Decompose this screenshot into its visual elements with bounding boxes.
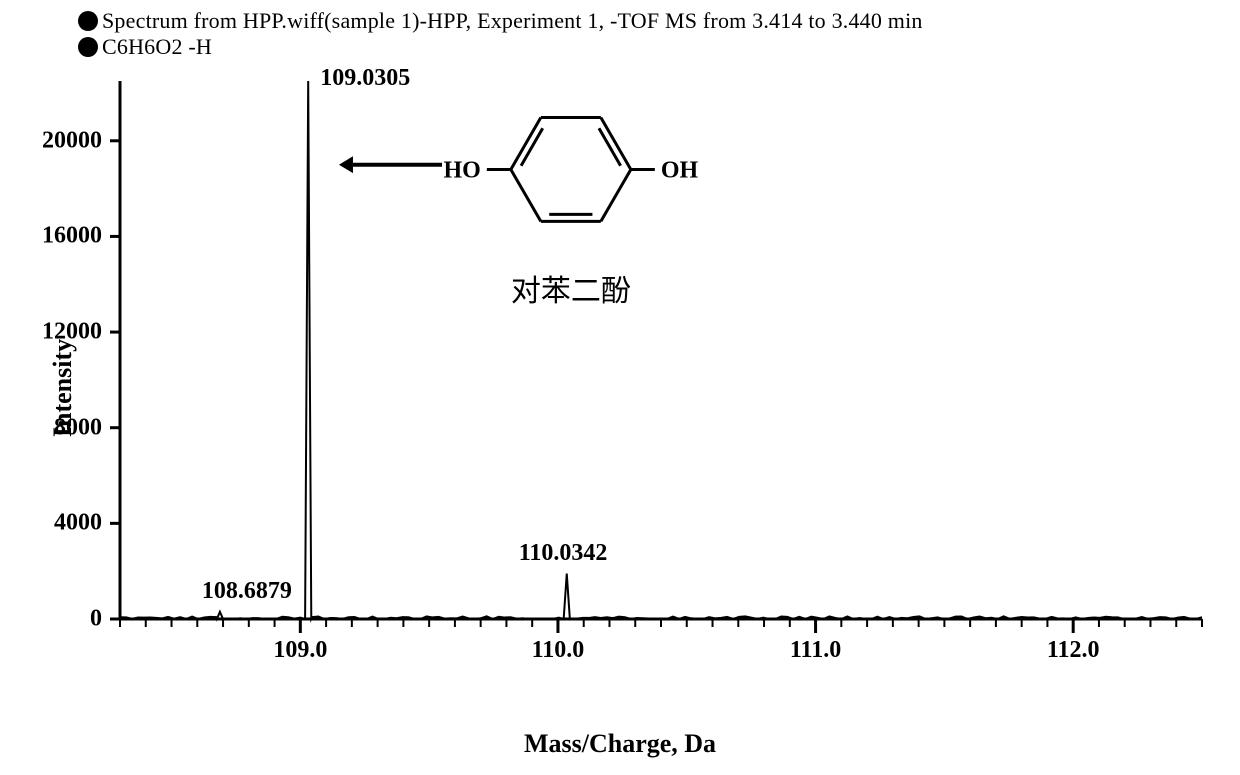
arrow-head-icon bbox=[339, 156, 353, 173]
header-line-1: Spectrum from HPP.wiff(sample 1)-HPP, Ex… bbox=[78, 8, 923, 34]
plot-area: HOOH 040008000120001600020000109.0110.01… bbox=[110, 75, 1210, 675]
bullet-icon bbox=[78, 11, 98, 31]
header-line-2: C6H6O2 -H bbox=[78, 34, 923, 60]
xtick-label: 109.0 bbox=[273, 637, 327, 664]
ytick-label: 20000 bbox=[12, 127, 102, 154]
compound-name: 对苯二酚 bbox=[511, 266, 631, 310]
ytick-label: 8000 bbox=[12, 414, 102, 441]
ytick-label: 4000 bbox=[12, 510, 102, 537]
ytick-label: 16000 bbox=[12, 223, 102, 250]
peak-label: 109.0305 bbox=[320, 65, 410, 92]
hydroquinone-structure: HO OH bbox=[443, 118, 698, 222]
xtick-label: 111.0 bbox=[790, 637, 841, 664]
mass-spectrum-figure: Spectrum from HPP.wiff(sample 1)-HPP, Ex… bbox=[0, 0, 1240, 775]
peak-label: 108.6879 bbox=[202, 578, 292, 605]
oh-left-label: HO bbox=[443, 157, 480, 183]
ytick-label: 12000 bbox=[12, 319, 102, 346]
oh-right-label: OH bbox=[661, 157, 699, 183]
xtick-label: 110.0 bbox=[532, 637, 585, 664]
x-axis-label: Mass/Charge, Da bbox=[0, 729, 1240, 759]
ytick-label: 0 bbox=[12, 606, 102, 633]
bullet-icon bbox=[78, 37, 98, 57]
header-text-2: C6H6O2 -H bbox=[102, 34, 212, 60]
xtick-label: 112.0 bbox=[1047, 637, 1100, 664]
header-text-1: Spectrum from HPP.wiff(sample 1)-HPP, Ex… bbox=[102, 8, 923, 34]
figure-header: Spectrum from HPP.wiff(sample 1)-HPP, Ex… bbox=[78, 8, 923, 60]
peak-label: 110.0342 bbox=[519, 540, 608, 567]
